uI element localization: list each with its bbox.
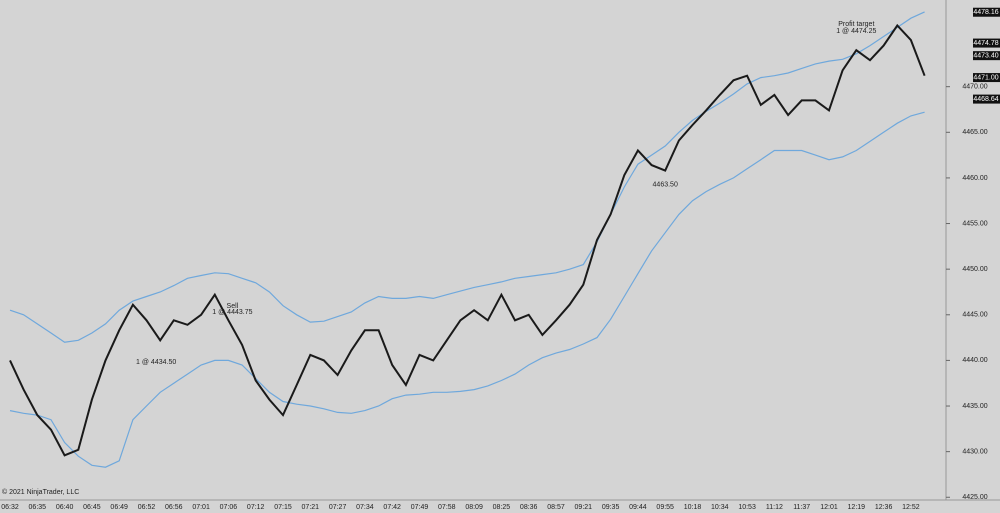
price-marker-label: 4474.78 bbox=[973, 40, 998, 47]
x-tick-label: 12:36 bbox=[875, 504, 893, 511]
annotation: 1 @ 4443.75 bbox=[212, 309, 252, 316]
y-tick-label: 4440.00 bbox=[962, 357, 987, 364]
x-tick-label: 07:49 bbox=[411, 504, 429, 511]
price-marker-label: 4473.40 bbox=[973, 53, 998, 60]
y-tick-label: 4425.00 bbox=[962, 494, 987, 501]
y-tick-label: 4435.00 bbox=[962, 403, 987, 410]
annotation: Profit target bbox=[838, 21, 874, 28]
x-tick-label: 07:06 bbox=[220, 504, 238, 511]
x-tick-label: 06:56 bbox=[165, 504, 183, 511]
x-tick-label: 10:34 bbox=[711, 504, 729, 511]
x-tick-label: 12:19 bbox=[848, 504, 866, 511]
y-tick-label: 4470.00 bbox=[962, 84, 987, 91]
x-tick-label: 07:01 bbox=[192, 504, 210, 511]
x-tick-label: 08:09 bbox=[465, 504, 483, 511]
x-tick-label: 07:42 bbox=[383, 504, 401, 511]
price-marker-label: 4478.16 bbox=[973, 9, 998, 16]
price-marker bbox=[973, 73, 1000, 83]
series-line bbox=[9, 11, 925, 343]
x-tick-label: 09:44 bbox=[629, 504, 647, 511]
y-tick-label: 4445.00 bbox=[962, 312, 987, 319]
x-tick-label: 08:57 bbox=[547, 504, 565, 511]
x-tick-label: 06:49 bbox=[110, 504, 128, 511]
x-tick-label: 11:12 bbox=[766, 504, 783, 511]
x-tick-label: 09:35 bbox=[602, 504, 620, 511]
y-tick-label: 4460.00 bbox=[962, 175, 987, 182]
x-tick-label: 07:34 bbox=[356, 504, 374, 511]
y-tick-label: 4465.00 bbox=[962, 129, 987, 136]
x-tick-label: 08:36 bbox=[520, 504, 538, 511]
price-marker bbox=[973, 94, 1000, 104]
x-tick-label: 06:32 bbox=[1, 504, 19, 511]
x-tick-label: 06:35 bbox=[29, 504, 47, 511]
x-tick-label: 08:25 bbox=[493, 504, 511, 511]
annotation: Sell bbox=[227, 303, 239, 310]
x-tick-label: 06:52 bbox=[138, 504, 156, 511]
annotation: 1 @ 4474.25 bbox=[836, 28, 876, 35]
x-tick-label: 07:21 bbox=[302, 504, 320, 511]
x-tick-label: 07:27 bbox=[329, 504, 347, 511]
x-tick-label: 07:15 bbox=[274, 504, 292, 511]
y-tick-label: 4455.00 bbox=[962, 220, 987, 227]
series-line bbox=[9, 23, 926, 457]
x-tick-label: 11:37 bbox=[793, 504, 810, 511]
x-tick-label: 10:18 bbox=[684, 504, 702, 511]
x-tick-label: 07:12 bbox=[247, 504, 265, 511]
x-tick-label: 07:58 bbox=[438, 504, 456, 511]
y-tick-label: 4450.00 bbox=[962, 266, 987, 273]
annotation: 4463.50 bbox=[653, 181, 678, 188]
series-line bbox=[9, 111, 925, 468]
price-marker-label: 4468.64 bbox=[973, 96, 998, 103]
copyright: © 2021 NinjaTrader, LLC bbox=[2, 488, 79, 496]
price-marker-label: 4471.00 bbox=[973, 74, 998, 81]
x-tick-label: 12:01 bbox=[820, 504, 838, 511]
price-marker bbox=[973, 7, 1000, 17]
price-marker bbox=[973, 38, 1000, 48]
x-tick-label: 12:52 bbox=[902, 504, 920, 511]
y-tick-label: 4430.00 bbox=[962, 448, 987, 455]
x-tick-label: 06:40 bbox=[56, 504, 74, 511]
x-tick-label: 06:45 bbox=[83, 504, 101, 511]
x-tick-label: 09:21 bbox=[575, 504, 593, 511]
x-tick-label: 10:53 bbox=[738, 504, 756, 511]
x-tick-label: 09:55 bbox=[656, 504, 674, 511]
annotation: 1 @ 4434.50 bbox=[136, 359, 176, 366]
price-marker bbox=[973, 51, 1000, 61]
